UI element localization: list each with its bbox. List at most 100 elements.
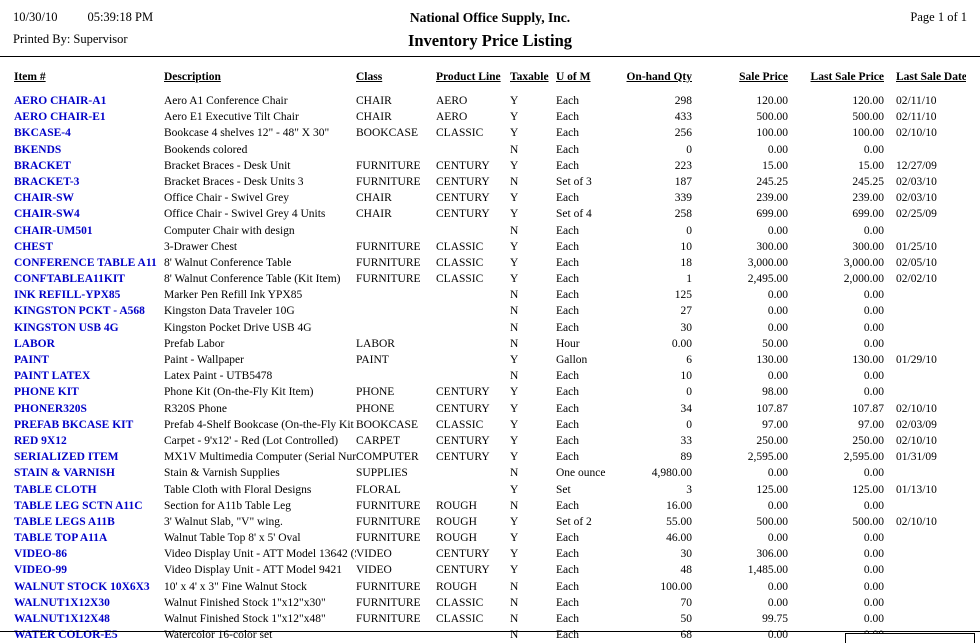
description: Aero A1 Conference Chair xyxy=(164,95,288,107)
product-line xyxy=(436,320,510,336)
item-number-link[interactable]: AERO CHAIR-A1 xyxy=(14,95,107,107)
report-datetime: 10/30/10 05:39:18 PM xyxy=(13,10,153,25)
class: VIDEO xyxy=(356,564,392,577)
unit-of-measure: Each xyxy=(556,386,579,399)
unit-of-measure: Gallon xyxy=(556,354,588,366)
item-number-link[interactable]: STAIN & VARNISH xyxy=(14,467,115,480)
class: FURNITURE xyxy=(356,613,421,625)
page-indicator: Page 1 of 1 xyxy=(910,10,967,24)
item-number-link[interactable]: WATER COLOR-E5 xyxy=(14,629,118,642)
item-number-link[interactable]: RED 9X12 xyxy=(14,434,67,447)
item-number-link[interactable]: TABLE LEG SCTN A11C xyxy=(14,499,143,512)
item-number-link[interactable]: CHEST xyxy=(14,240,53,253)
item-number-link[interactable]: KINGSTON USB 4G xyxy=(14,321,119,334)
sale-price: 0.00 xyxy=(767,370,788,383)
column-header-description: Description xyxy=(164,71,221,83)
description: Section for A11b Table Leg xyxy=(164,499,291,512)
description: Office Chair - Swivel Grey xyxy=(164,192,289,205)
unit-of-measure: Each xyxy=(556,596,579,609)
on-hand-qty: 0 xyxy=(686,143,692,156)
printed-by: Printed By: Supervisor xyxy=(13,32,128,46)
item-number-link[interactable]: BKENDS xyxy=(14,143,62,156)
taxable: N xyxy=(510,596,519,609)
item-number-link[interactable]: PREFAB BKCASE KIT xyxy=(14,418,134,431)
product-line: CLASSIC xyxy=(436,273,484,286)
item-number-link[interactable]: BRACKET-3 xyxy=(14,175,80,188)
taxable: N xyxy=(510,321,519,334)
item-number-link[interactable]: WALNUT STOCK 10X6X3 xyxy=(14,580,150,593)
item-number-link[interactable]: SERIALIZED ITEM xyxy=(14,451,119,464)
last-sale-price: 0.00 xyxy=(863,305,884,318)
table-row: SERIALIZED ITEM MX1V Multimedia Computer … xyxy=(14,449,966,465)
taxable: Y xyxy=(510,192,519,205)
class xyxy=(356,627,436,643)
last-sale-price: 125.00 xyxy=(852,483,884,496)
column-header-sale-price: Sale Price xyxy=(739,71,788,83)
on-hand-qty: 3 xyxy=(686,483,692,496)
description: Walnut Finished Stock 1"x12"x30" xyxy=(164,596,326,609)
unit-of-measure: Set xyxy=(556,483,571,496)
taxable: N xyxy=(510,467,519,480)
on-hand-qty: 50 xyxy=(680,613,693,625)
description: Aero E1 Executive Tilt Chair xyxy=(164,111,299,124)
item-number-link[interactable]: WALNUT1X12X30 xyxy=(14,596,110,609)
sale-price: 2,595.00 xyxy=(747,451,788,464)
item-number-link[interactable]: VIDEO-99 xyxy=(14,564,68,577)
table-row: PHONE KIT Phone Kit (On-the-Fly Kit Item)… xyxy=(14,384,966,400)
footer-rule xyxy=(0,631,980,632)
item-number-link[interactable]: BKCASE-4 xyxy=(14,127,71,140)
last-sale-date xyxy=(884,384,966,400)
last-sale-date xyxy=(884,368,966,384)
item-number-link[interactable]: LABOR xyxy=(14,337,55,350)
last-sale-price: 500.00 xyxy=(852,515,884,528)
product-line: CENTURY xyxy=(436,192,490,205)
table-row: KINGSTON PCKT - A568 Kingston Data Travel… xyxy=(14,303,966,319)
unit-of-measure: Each xyxy=(556,613,579,625)
item-number-link[interactable]: INK REFILL-YPX85 xyxy=(14,289,121,302)
sale-price: 120.00 xyxy=(756,95,788,107)
class: FURNITURE xyxy=(356,580,421,593)
item-number-link[interactable]: PAINT xyxy=(14,354,49,366)
item-number-link[interactable]: VIDEO-86 xyxy=(14,548,68,561)
product-line xyxy=(436,627,510,643)
sale-price: 0.00 xyxy=(767,580,788,593)
item-number-link[interactable]: CONFTABLEA11KIT xyxy=(14,273,125,286)
item-number-link[interactable]: CHAIR-SW4 xyxy=(14,208,80,221)
on-hand-qty: 18 xyxy=(680,256,693,269)
product-line: CLASSIC xyxy=(436,613,484,625)
last-sale-price: 0.00 xyxy=(863,564,884,577)
item-number-link[interactable]: BRACKET xyxy=(14,159,71,172)
sale-price: 0.00 xyxy=(767,224,788,237)
sale-price: 97.00 xyxy=(762,418,788,431)
item-number-link[interactable]: PHONE KIT xyxy=(14,386,79,399)
table-row: TABLE TOP A11A Walnut Table Top 8' x 5' O… xyxy=(14,530,966,546)
on-hand-qty: 258 xyxy=(674,208,692,221)
description: Paint - Wallpaper xyxy=(164,354,244,366)
item-number-link[interactable]: TABLE CLOTH xyxy=(14,483,97,496)
item-number-link[interactable]: PHONER320S xyxy=(14,402,87,415)
product-line xyxy=(436,223,510,239)
on-hand-qty: 4,980.00 xyxy=(651,467,692,480)
item-number-link[interactable]: PAINT LATEX xyxy=(14,370,91,383)
last-sale-date: 01/31/09 xyxy=(896,451,937,464)
last-sale-price: 97.00 xyxy=(858,418,884,431)
table-row: BRACKET-3 Bracket Braces - Desk Units 3 FU… xyxy=(14,174,966,190)
description: Bracket Braces - Desk Unit xyxy=(164,159,291,172)
item-number-link[interactable]: CHAIR-SW xyxy=(14,192,75,205)
item-number-link[interactable]: WALNUT1X12X48 xyxy=(14,613,110,625)
item-number-link[interactable]: TABLE TOP A11A xyxy=(14,532,108,545)
item-number-link[interactable]: CONFERENCE TABLE A11 xyxy=(14,256,157,269)
last-sale-price: 250.00 xyxy=(852,434,884,447)
taxable: Y xyxy=(510,483,519,496)
item-number-link[interactable]: KINGSTON PCKT - A568 xyxy=(14,305,145,318)
item-number-link[interactable]: TABLE LEGS A11B xyxy=(14,515,115,528)
description: Carpet - 9'x12' - Red (Lot Controlled) xyxy=(164,434,339,447)
item-number-link[interactable]: AERO CHAIR-E1 xyxy=(14,111,106,124)
product-line: CLASSIC xyxy=(436,127,484,140)
unit-of-measure: Each xyxy=(556,143,579,156)
unit-of-measure: Hour xyxy=(556,337,580,350)
item-number-link[interactable]: CHAIR-UM501 xyxy=(14,224,93,237)
on-hand-qty: 433 xyxy=(674,111,692,124)
class: FURNITURE xyxy=(356,240,421,253)
